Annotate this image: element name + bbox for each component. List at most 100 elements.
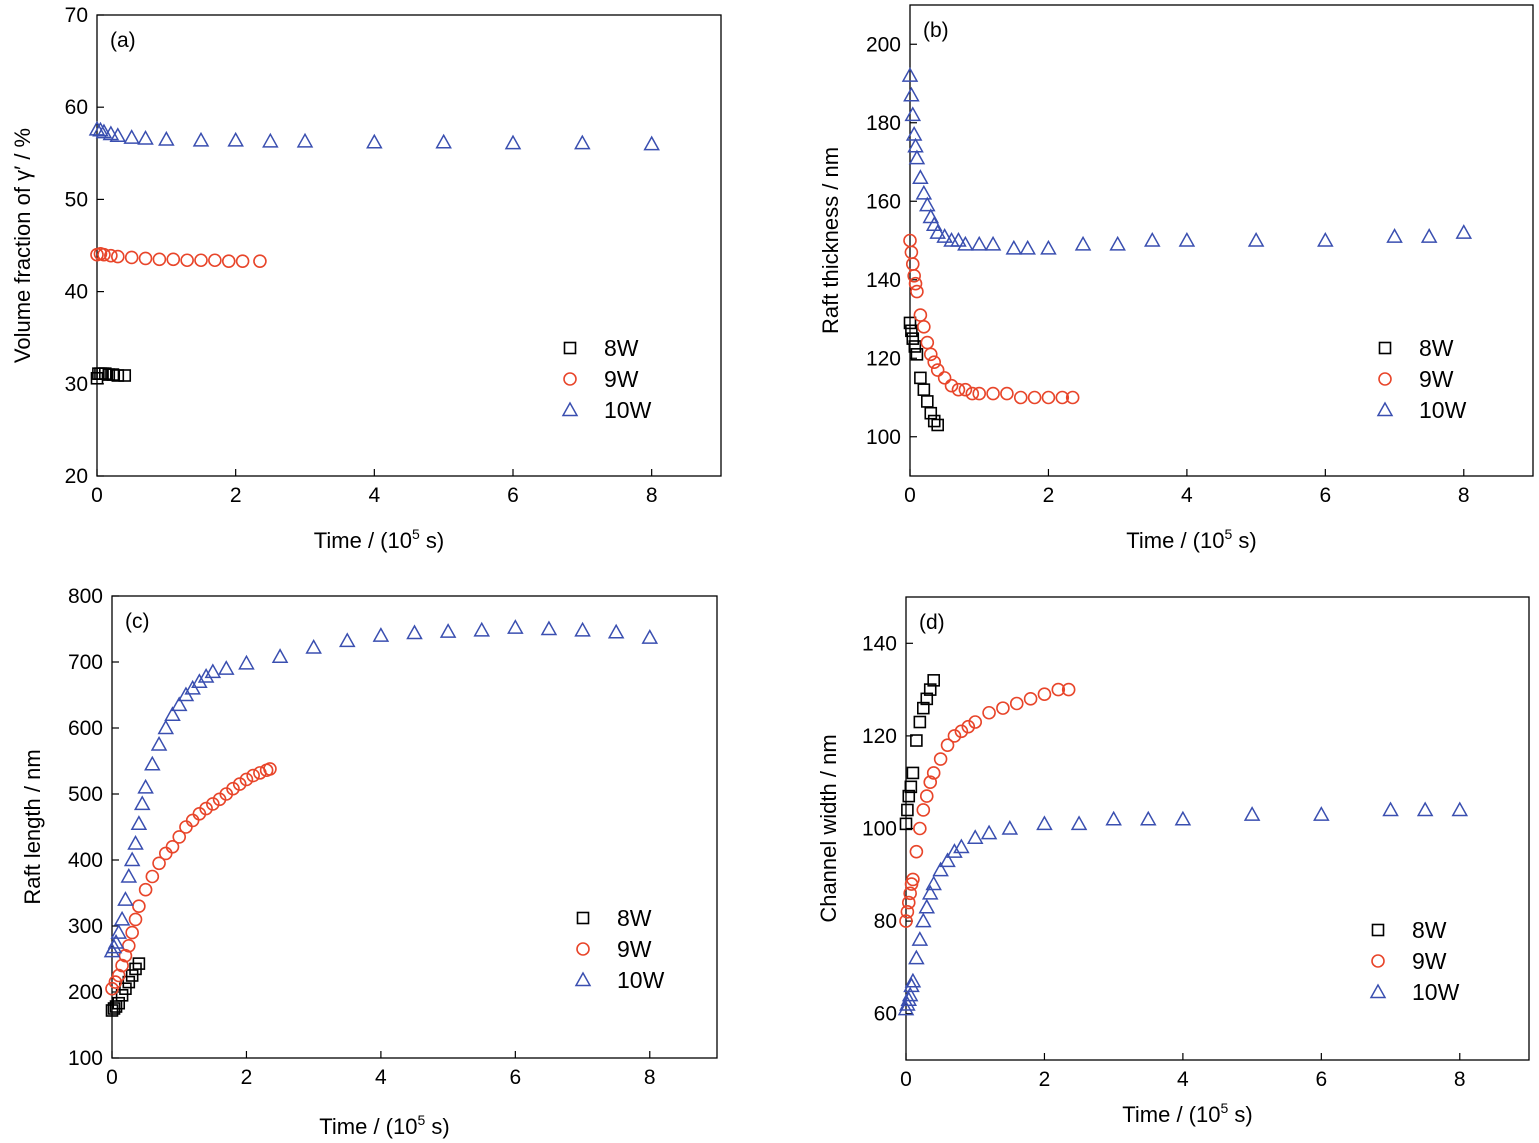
data-point-8W xyxy=(917,701,930,715)
legend-label-10W: 10W xyxy=(604,397,652,423)
data-point-9W xyxy=(926,766,941,780)
data-point-10W xyxy=(406,624,423,640)
series-10W xyxy=(88,120,660,151)
data-point-9W xyxy=(933,752,948,766)
y-tick-label: 140 xyxy=(866,269,901,292)
data-point-9W xyxy=(1027,390,1042,405)
legend-marker-10W xyxy=(1369,983,1387,999)
data-point-10W xyxy=(123,129,140,144)
data-point-9W xyxy=(954,724,969,739)
data-point-10W xyxy=(966,829,984,845)
series-9W xyxy=(899,682,1076,928)
y-tick-label: 20 xyxy=(65,465,88,488)
data-point-10W xyxy=(904,972,922,988)
data-point-9W xyxy=(937,371,952,385)
legend-marker-9W xyxy=(1371,954,1385,968)
legend-label-9W: 9W xyxy=(1419,366,1454,392)
data-point-9W xyxy=(194,253,208,268)
data-point-10W xyxy=(1455,224,1473,239)
data-point-10W xyxy=(911,931,929,946)
data-point-9W xyxy=(128,912,143,927)
data-point-9W xyxy=(1051,682,1066,697)
y-tick-label: 140 xyxy=(862,632,897,655)
data-point-10W xyxy=(921,884,939,900)
data-point-10W xyxy=(1040,239,1057,255)
data-point-8W xyxy=(904,780,918,794)
legend-label-8W: 8W xyxy=(1412,917,1447,943)
data-point-8W xyxy=(119,982,132,996)
data-point-10W xyxy=(1317,231,1334,247)
data-point-10W xyxy=(908,949,925,965)
data-point-8W xyxy=(899,817,913,831)
data-point-9W xyxy=(172,830,187,844)
series-9W xyxy=(903,233,1080,405)
legend-marker-8W xyxy=(1371,923,1385,937)
data-point-10W xyxy=(130,815,148,830)
data-point-9W xyxy=(919,789,934,803)
y-tick-label: 60 xyxy=(65,96,88,119)
data-point-9W xyxy=(263,762,277,776)
data-point-9W xyxy=(904,245,919,260)
data-point-10W xyxy=(123,851,141,867)
data-point-9W xyxy=(907,269,921,283)
data-point-9W xyxy=(246,768,260,783)
data-point-10W xyxy=(607,623,625,639)
y-tick-label: 500 xyxy=(68,783,103,806)
y-tick-label: 400 xyxy=(68,849,103,872)
data-point-9W xyxy=(132,899,146,914)
data-point-10W xyxy=(372,627,390,642)
data-point-9W xyxy=(958,382,973,397)
data-point-8W xyxy=(125,969,139,982)
data-point-10W xyxy=(1386,228,1403,243)
data-point-10W xyxy=(943,231,960,247)
series-9W xyxy=(90,246,267,268)
data-point-10W xyxy=(957,235,974,251)
series-8W xyxy=(90,367,132,385)
data-point-10W xyxy=(1451,801,1469,817)
data-point-10W xyxy=(296,132,314,148)
x-tick-label: 8 xyxy=(1458,484,1470,507)
data-point-9W xyxy=(951,382,966,397)
data-point-10W xyxy=(932,861,949,877)
data-point-10W xyxy=(170,696,188,712)
data-point-10W xyxy=(1036,815,1053,831)
data-point-10W xyxy=(907,137,924,153)
data-point-9W xyxy=(900,905,915,919)
data-point-9W xyxy=(944,378,959,393)
data-point-9W xyxy=(916,803,931,817)
data-point-8W xyxy=(921,395,934,408)
data-point-9W xyxy=(901,895,916,910)
data-point-10W xyxy=(92,121,109,137)
data-point-10W xyxy=(1139,810,1157,826)
data-point-9W xyxy=(104,248,118,263)
x-tick-label: 6 xyxy=(1315,1068,1327,1091)
data-point-8W xyxy=(99,367,112,380)
y-axis-title: Raft thickness / nm xyxy=(818,147,843,334)
data-point-9W xyxy=(239,772,254,787)
data-point-9W xyxy=(111,249,125,264)
x-tick-label: 4 xyxy=(1177,1068,1189,1091)
data-point-9W xyxy=(1055,390,1070,405)
data-point-8W xyxy=(913,715,927,729)
data-point-10W xyxy=(305,638,322,654)
data-point-10W xyxy=(897,1000,915,1016)
data-point-10W xyxy=(150,735,168,751)
data-point-10W xyxy=(918,898,936,914)
x-tick-label: 8 xyxy=(644,1066,656,1089)
data-point-9W xyxy=(1000,386,1014,401)
panel-a: 0 2 4 6 8 20 30 40 50 60 70 (a) Time / (105 s) Volume… xyxy=(10,4,722,553)
data-point-10W xyxy=(1420,228,1438,243)
data-point-8W xyxy=(902,789,916,803)
x-tick-label: 0 xyxy=(106,1066,118,1089)
data-point-9W xyxy=(124,250,139,265)
data-point-9W xyxy=(903,886,917,901)
y-tick-label: 100 xyxy=(866,426,901,449)
data-point-9W xyxy=(122,938,136,953)
data-point-10W xyxy=(1070,815,1088,831)
data-point-10W xyxy=(1243,806,1261,821)
x-axis-title: Time / (105 s) xyxy=(1126,526,1256,553)
data-point-10W xyxy=(929,224,946,239)
legend: 8W 9W 10W xyxy=(574,905,665,993)
legend-label-9W: 9W xyxy=(604,366,639,392)
plot-frame xyxy=(96,14,722,477)
